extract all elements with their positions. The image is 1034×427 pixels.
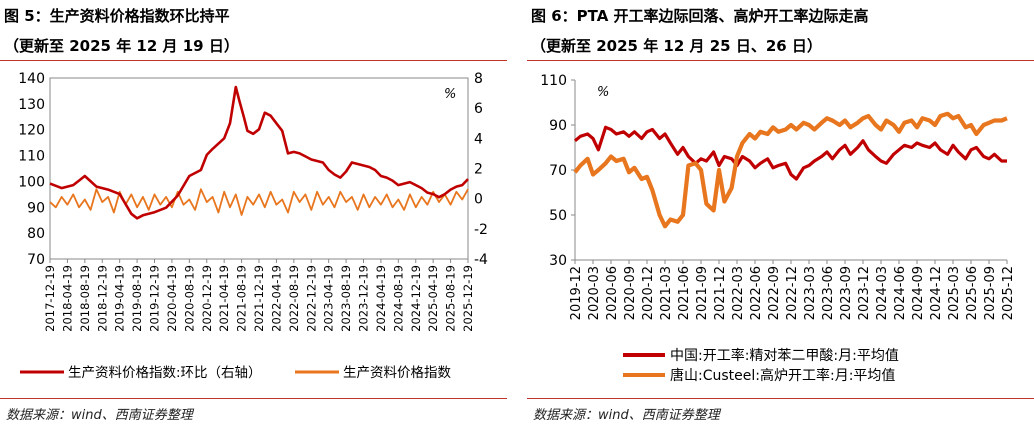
x-tick-label: 2023-04-19 bbox=[322, 265, 336, 332]
x-tick-label: 2025-12-19 bbox=[461, 265, 475, 332]
data-source: 数据来源：wind、西南证券整理 bbox=[6, 408, 193, 423]
x-tick-label: 2022-09 bbox=[767, 266, 782, 320]
x-tick-label: 2024-12-19 bbox=[409, 265, 423, 332]
y-tick-label: 110 bbox=[540, 73, 567, 89]
x-tick-label: 2025-04-19 bbox=[426, 265, 440, 332]
x-tick-label: 2023-12 bbox=[857, 266, 872, 320]
y-left-tick-label: 110 bbox=[18, 149, 45, 165]
legend-label: 生产资料价格指数:环比（右轴） bbox=[68, 365, 262, 381]
y-left-tick-label: 80 bbox=[27, 226, 45, 242]
chart-subtitle: （更新至 2025 年 12 月 25 日、26 日） bbox=[531, 37, 822, 55]
x-tick-label: 2018-04-19 bbox=[60, 265, 74, 332]
divider bbox=[527, 398, 1034, 399]
x-tick-label: 2022-12 bbox=[785, 266, 800, 320]
x-tick-label: 2024-03 bbox=[875, 266, 890, 320]
series-line bbox=[573, 111, 1008, 229]
series-line bbox=[49, 188, 469, 216]
x-tick-label: 2018-08-19 bbox=[78, 265, 92, 332]
x-tick-label: 2019-12 bbox=[569, 266, 584, 320]
x-tick-label: 2021-12-19 bbox=[252, 265, 266, 332]
unit-label: % bbox=[597, 85, 609, 100]
y-tick-label: 30 bbox=[549, 253, 567, 269]
x-tick-label: 2020-04-19 bbox=[165, 265, 179, 332]
y-tick-label: 70 bbox=[549, 163, 567, 179]
x-tick-label: 2019-08-19 bbox=[130, 265, 144, 332]
y-left-tick-label: 100 bbox=[18, 174, 45, 190]
x-tick-label: 2023-08-19 bbox=[339, 265, 353, 332]
x-tick-label: 2019-12-19 bbox=[148, 265, 162, 332]
x-tick-label: 2022-03 bbox=[731, 266, 746, 320]
plot-frame bbox=[49, 77, 469, 260]
x-tick-label: 2022-04-19 bbox=[269, 265, 283, 332]
x-tick-label: 2022-06 bbox=[749, 266, 764, 320]
x-tick-label: 2021-06 bbox=[677, 266, 692, 320]
x-tick-label: 2021-09 bbox=[695, 266, 710, 320]
y-right-tick-label: 4 bbox=[474, 131, 483, 147]
divider bbox=[527, 60, 1034, 61]
x-tick-label: 2023-09 bbox=[839, 266, 854, 320]
y-right-tick-label: 8 bbox=[474, 71, 483, 87]
y-right-tick-label: -4 bbox=[474, 252, 488, 268]
chart-title: 图 5：生产资料价格指数环比持平 bbox=[4, 7, 230, 25]
legend-label: 唐山:Custeel:高炉开工率:月:平均值 bbox=[670, 367, 895, 384]
x-tick-label: 2023-03 bbox=[803, 266, 818, 320]
x-tick-label: 2025-09 bbox=[983, 266, 998, 320]
y-right-tick-label: 6 bbox=[474, 101, 483, 117]
x-tick-label: 2021-04-19 bbox=[217, 265, 231, 332]
series-line bbox=[573, 125, 1007, 181]
y-left-tick-label: 120 bbox=[18, 123, 45, 139]
chart-title: 图 6：PTA 开工率边际回落、高炉开工率边际走高 bbox=[531, 7, 869, 25]
x-tick-label: 2020-12 bbox=[641, 266, 656, 320]
y-right-tick-label: 2 bbox=[474, 162, 483, 178]
series-line bbox=[49, 85, 469, 220]
x-tick-label: 2024-06 bbox=[893, 266, 908, 320]
x-tick-label: 2025-03 bbox=[947, 266, 962, 320]
x-tick-label: 2020-08-19 bbox=[182, 265, 196, 332]
y-right-tick-label: 0 bbox=[474, 192, 483, 208]
x-tick-label: 2021-08-19 bbox=[235, 265, 249, 332]
y-left-tick-label: 70 bbox=[27, 252, 45, 268]
divider bbox=[0, 398, 507, 399]
x-tick-label: 2018-12-19 bbox=[95, 265, 109, 332]
x-tick-label: 2025-08-19 bbox=[444, 265, 458, 332]
x-tick-label: 2021-03 bbox=[659, 266, 674, 320]
x-tick-label: 2024-08-19 bbox=[391, 265, 405, 332]
chart-panel-left: 图 5：生产资料价格指数环比持平 （更新至 2025 年 12 月 19 日） … bbox=[0, 0, 507, 427]
y-left-tick-label: 140 bbox=[18, 71, 45, 87]
x-tick-label: 2020-03 bbox=[587, 266, 602, 320]
y-tick-label: 90 bbox=[549, 118, 567, 134]
x-tick-label: 2025-06 bbox=[965, 266, 980, 320]
chart-panel-right: 图 6：PTA 开工率边际回落、高炉开工率边际走高 （更新至 2025 年 12… bbox=[527, 0, 1034, 427]
legend-label: 中国:开工率:精对苯二甲酸:月:平均值 bbox=[670, 347, 899, 364]
legend-label: 生产资料价格指数 bbox=[343, 365, 451, 381]
x-tick-label: 2024-12 bbox=[929, 266, 944, 320]
unit-label: % bbox=[444, 87, 456, 102]
x-tick-label: 2020-12-19 bbox=[200, 265, 214, 332]
x-tick-label: 2022-12-19 bbox=[304, 265, 318, 332]
x-tick-label: 2021-12 bbox=[713, 266, 728, 320]
x-tick-label: 2020-06 bbox=[605, 266, 620, 320]
divider bbox=[0, 60, 507, 61]
x-tick-label: 2022-08-19 bbox=[287, 265, 301, 332]
y-tick-label: 50 bbox=[549, 208, 567, 224]
x-tick-label: 2023-06 bbox=[821, 266, 836, 320]
x-tick-label: 2020-09 bbox=[623, 266, 638, 320]
chart-canvas: 70 80 90 100 110 120 130 140 -4 -2 0 2 4 6 8% 2017-12-1… bbox=[18, 71, 488, 381]
y-left-tick-label: 130 bbox=[18, 97, 45, 113]
x-tick-label: 2019-04-19 bbox=[113, 265, 127, 332]
x-tick-label: 2017-12-19 bbox=[43, 265, 57, 332]
x-tick-label: 2024-09 bbox=[911, 266, 926, 320]
data-source: 数据来源：wind、西南证券整理 bbox=[533, 408, 720, 423]
y-right-tick-label: -2 bbox=[474, 222, 488, 238]
x-tick-label: 2024-04-19 bbox=[374, 265, 388, 332]
chart-canvas: 30 50 70 90 110% 2019-12 2020-03 2020-06 2020-09… bbox=[540, 73, 1016, 384]
chart-subtitle: （更新至 2025 年 12 月 19 日） bbox=[4, 37, 239, 55]
y-left-tick-label: 90 bbox=[27, 200, 45, 216]
x-tick-label: 2025-12 bbox=[1001, 266, 1016, 320]
x-tick-label: 2023-12-19 bbox=[357, 265, 371, 332]
